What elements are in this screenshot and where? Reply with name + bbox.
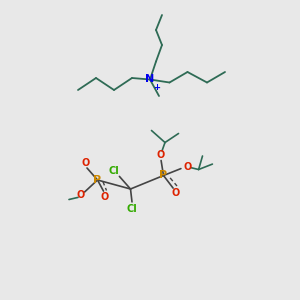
Text: P: P	[93, 175, 102, 185]
Text: +: +	[153, 83, 160, 92]
Text: O: O	[101, 191, 109, 202]
Text: N: N	[146, 74, 154, 85]
Text: O: O	[81, 158, 90, 169]
Text: P: P	[159, 170, 168, 181]
Text: Cl: Cl	[109, 166, 119, 176]
Text: O: O	[77, 190, 85, 200]
Text: O: O	[156, 149, 165, 160]
Text: O: O	[183, 161, 192, 172]
Text: Cl: Cl	[127, 203, 137, 214]
Text: O: O	[171, 188, 180, 199]
